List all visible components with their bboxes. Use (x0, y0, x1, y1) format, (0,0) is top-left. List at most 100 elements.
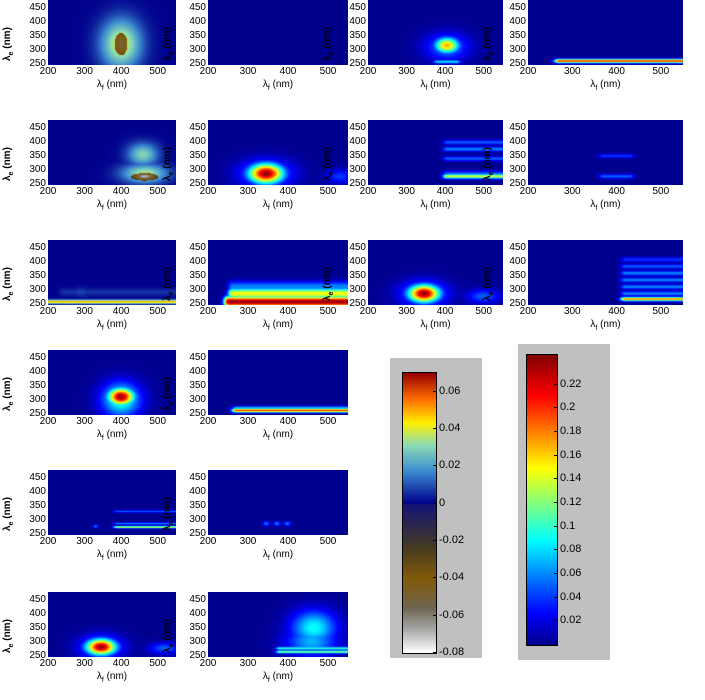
x-tick-label: 200 (519, 186, 537, 197)
y-tick-label: 250 (349, 57, 366, 69)
y-axis-label: λe (nm) (2, 619, 15, 653)
y-tick-label: 400 (29, 16, 46, 28)
y-tick-label: 300 (509, 163, 526, 175)
x-tick-label: 400 (279, 658, 297, 669)
heatmap-panel-r1c1: 450 400 350 300 250 200 300 400 500 λf (nm) λe (nm… (2, 0, 176, 92)
x-tick-label: 200 (519, 306, 537, 317)
heatmap-panel-r3c1: 450 400 350 300 250 200 300 400 500 λf (nm) λe (nm… (2, 240, 176, 332)
y-tick-label: 300 (29, 635, 46, 647)
y-tick-label: 250 (349, 297, 366, 309)
y-tick-label: 450 (29, 122, 46, 134)
y-tick-label: 400 (189, 256, 206, 268)
colorbar-tick-label: 0.16 (560, 448, 582, 461)
x-axis-label: λf (nm) (420, 319, 451, 332)
heatmap-panel-r5c1: 450 400 350 300 250 200 300 400 500 λf (nm) λe (nm… (2, 470, 176, 562)
colorbar-tick-mark (554, 407, 558, 409)
y-axis-label: λe (nm) (162, 619, 175, 653)
x-tick-label: 400 (279, 66, 297, 77)
heatmap-panel-r2c4: 450 400 350 300 250 200 300 400 500 λf (nm) λe (nm… (482, 120, 683, 212)
y-tick-label: 250 (189, 57, 206, 69)
colorbar-tick-mark (554, 549, 558, 551)
x-axis-label: λf (nm) (262, 199, 294, 212)
y-tick-label: 250 (509, 297, 526, 309)
y-tick-label: 400 (29, 486, 46, 498)
y-tick-label: 400 (509, 136, 526, 148)
colorbar-tick-label: 0.06 (560, 566, 582, 579)
x-tick-label: 300 (398, 306, 415, 317)
y-tick-label: 350 (29, 499, 46, 511)
x-axis-label: λf (nm) (262, 549, 294, 562)
colorbar-tick-label: 0.18 (560, 424, 582, 437)
x-tick-label: 300 (76, 66, 93, 77)
x-tick-label: 400 (279, 306, 297, 317)
y-tick-label: 400 (349, 256, 366, 268)
x-tick-label: 200 (199, 306, 217, 317)
x-tick-label: 200 (39, 536, 57, 547)
heatmap-image (48, 0, 176, 65)
y-tick-label: 350 (349, 29, 366, 41)
y-tick-label: 300 (189, 43, 206, 55)
y-tick-label: 400 (349, 16, 366, 28)
y-tick-label: 450 (29, 242, 46, 254)
x-tick-label: 500 (652, 66, 670, 77)
y-tick-label: 250 (189, 527, 206, 539)
colorbar-tick-label: 0.2 (560, 401, 576, 414)
x-tick-label: 500 (149, 306, 167, 317)
y-tick-label: 250 (29, 527, 46, 539)
x-tick-label: 300 (76, 536, 93, 547)
x-tick-label: 500 (319, 658, 337, 669)
colorbar-tick-label: 0.04 (439, 422, 461, 434)
heatmap-image (48, 470, 176, 535)
heatmap-panel-r4c2: 450 400 350 300 250 200 300 400 500 λf (nm) λe (nm… (162, 350, 348, 442)
colorbar-tick-mark (554, 383, 558, 385)
x-tick-label: 500 (149, 416, 167, 427)
x-tick-label: 200 (39, 186, 57, 197)
x-tick-label: 300 (398, 66, 415, 77)
colorbar-tick-label: 0.04 (560, 590, 582, 603)
y-tick-label: 350 (189, 379, 206, 391)
colorbar-tick-label: 0.12 (560, 495, 582, 508)
colorbar-tick-label: 0.08 (560, 543, 582, 556)
heatmap-panel-r6c2: 450 400 350 300 250 200 300 400 500 λf (nm) λe (nm… (162, 592, 348, 684)
x-tick-label: 200 (199, 416, 217, 427)
y-tick-label: 300 (349, 283, 366, 295)
colorbar-tick-label: -0.08 (439, 646, 465, 658)
y-tick-label: 250 (29, 177, 46, 189)
y-tick-label: 250 (29, 649, 46, 661)
heatmap-image (368, 240, 503, 305)
x-tick-label: 400 (279, 186, 297, 197)
y-axis-label: λe (nm) (162, 267, 175, 301)
x-axis-label: λf (nm) (96, 199, 128, 212)
heatmap-image (528, 0, 683, 65)
x-tick-label: 500 (319, 416, 337, 427)
y-tick-label: 350 (509, 29, 526, 41)
colorbar-tick-mark (433, 577, 437, 579)
y-tick-label: 450 (349, 242, 366, 254)
y-tick-label: 250 (509, 177, 526, 189)
x-axis-label: λf (nm) (262, 429, 294, 442)
x-tick-label: 300 (76, 658, 93, 669)
x-tick-label: 200 (359, 66, 377, 77)
y-tick-label: 250 (189, 649, 206, 661)
y-tick-label: 250 (189, 177, 206, 189)
x-tick-label: 300 (563, 306, 581, 317)
x-axis-label: λf (nm) (262, 79, 294, 92)
x-tick-label: 500 (319, 186, 337, 197)
x-axis-label: λf (nm) (96, 549, 128, 562)
x-tick-label: 200 (199, 536, 217, 547)
y-axis-label: λe (nm) (322, 147, 335, 181)
colorbar-tick-mark (554, 572, 558, 574)
x-tick-label: 300 (239, 536, 257, 547)
x-tick-label: 500 (475, 186, 493, 197)
y-tick-label: 450 (29, 2, 46, 14)
y-axis-label: λe (nm) (482, 147, 495, 181)
heatmap-panel-r1c3: 450 400 350 300 250 200 300 400 500 λf (nm) λe (nm… (322, 0, 503, 92)
y-axis-label: λe (nm) (2, 27, 15, 61)
x-tick-label: 400 (608, 66, 625, 77)
y-axis-label: λe (nm) (482, 267, 495, 301)
x-axis-label: λf (nm) (420, 79, 451, 92)
heatmap-image (368, 0, 503, 65)
colorbar-tick-label: 0.14 (560, 472, 582, 485)
y-tick-label: 300 (29, 43, 46, 55)
x-tick-label: 400 (112, 658, 130, 669)
